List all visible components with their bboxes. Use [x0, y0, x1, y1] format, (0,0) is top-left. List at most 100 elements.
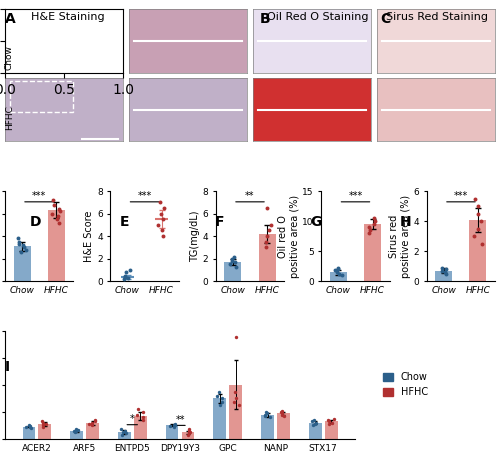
Point	[312, 419, 320, 426]
Point	[55, 205, 63, 213]
Point	[90, 416, 98, 424]
Point	[474, 202, 482, 210]
Point	[118, 431, 126, 438]
Point	[262, 243, 270, 251]
Point	[326, 420, 334, 428]
Point	[218, 395, 226, 402]
Point	[120, 273, 128, 280]
Point	[185, 427, 193, 434]
Text: ***: ***	[138, 191, 151, 201]
Point	[280, 412, 287, 419]
Point	[139, 416, 147, 424]
Text: **: **	[245, 191, 254, 201]
Point	[366, 226, 374, 234]
Point	[160, 204, 168, 212]
Point	[72, 426, 80, 433]
Point	[478, 217, 486, 225]
Point	[126, 266, 134, 274]
Point	[17, 248, 25, 255]
Point	[54, 212, 62, 219]
Point	[278, 409, 286, 417]
Bar	[182, 432, 194, 439]
Point	[156, 210, 164, 217]
Y-axis label: TG(mg/dL): TG(mg/dL)	[190, 210, 200, 262]
Point	[474, 210, 482, 217]
Text: E: E	[120, 215, 130, 229]
Point	[25, 422, 33, 429]
Text: *: *	[130, 414, 134, 424]
Point	[39, 423, 47, 431]
Bar	[86, 423, 99, 439]
Point	[338, 272, 346, 279]
Point	[335, 270, 343, 278]
Point	[48, 210, 56, 217]
Point	[154, 221, 162, 229]
Point	[55, 219, 63, 226]
Point	[330, 415, 338, 422]
Point	[156, 199, 164, 206]
Point	[214, 388, 222, 395]
Point	[370, 220, 378, 228]
Point	[470, 195, 478, 202]
Bar	[38, 424, 51, 439]
Point	[334, 266, 342, 273]
Text: ***: ***	[348, 191, 362, 201]
Point	[334, 264, 342, 272]
Bar	[118, 432, 130, 439]
Point	[310, 422, 318, 429]
Bar	[10, 12, 91, 55]
Point	[262, 408, 270, 415]
Point	[171, 421, 179, 428]
Point	[122, 268, 130, 276]
Point	[228, 257, 236, 265]
Point	[442, 270, 450, 277]
Point	[262, 204, 270, 212]
Text: Chow: Chow	[5, 45, 14, 70]
Point	[266, 413, 274, 421]
Point	[442, 266, 450, 273]
Legend: Chow, HFHC: Chow, HFHC	[383, 372, 428, 397]
Bar	[224, 262, 242, 281]
Point	[230, 388, 238, 395]
Point	[70, 428, 78, 435]
Point	[158, 227, 166, 234]
Point	[92, 418, 100, 425]
Point	[139, 413, 147, 421]
Point	[372, 217, 380, 225]
Point	[264, 227, 272, 234]
Bar	[364, 224, 381, 281]
Point	[20, 243, 28, 251]
Point	[332, 268, 340, 276]
Point	[26, 422, 34, 430]
Text: C: C	[380, 12, 390, 25]
Y-axis label: H&E Score: H&E Score	[84, 210, 94, 262]
Point	[278, 411, 286, 418]
Bar	[277, 413, 290, 439]
Point	[216, 401, 224, 409]
Point	[277, 408, 285, 415]
Point	[39, 422, 47, 429]
Text: B: B	[260, 12, 270, 25]
Text: H: H	[400, 215, 411, 229]
Point	[308, 418, 316, 425]
Point	[328, 419, 336, 426]
Text: ***: ***	[454, 191, 468, 201]
Text: A: A	[5, 12, 16, 25]
Point	[26, 423, 34, 431]
Point	[170, 423, 178, 431]
Y-axis label: Sirus red
positive area (%): Sirus red positive area (%)	[389, 195, 411, 278]
Point	[230, 254, 238, 261]
Point	[134, 406, 142, 413]
Point	[186, 426, 194, 433]
Bar	[70, 431, 83, 439]
Bar	[309, 423, 322, 439]
Point	[232, 395, 240, 402]
Point	[262, 238, 270, 245]
Bar	[166, 426, 178, 439]
Text: Oil Red O Staining: Oil Red O Staining	[267, 12, 368, 22]
Bar	[10, 81, 73, 112]
Point	[171, 420, 179, 428]
Point	[263, 232, 271, 240]
Point	[124, 274, 132, 281]
Point	[232, 334, 240, 341]
